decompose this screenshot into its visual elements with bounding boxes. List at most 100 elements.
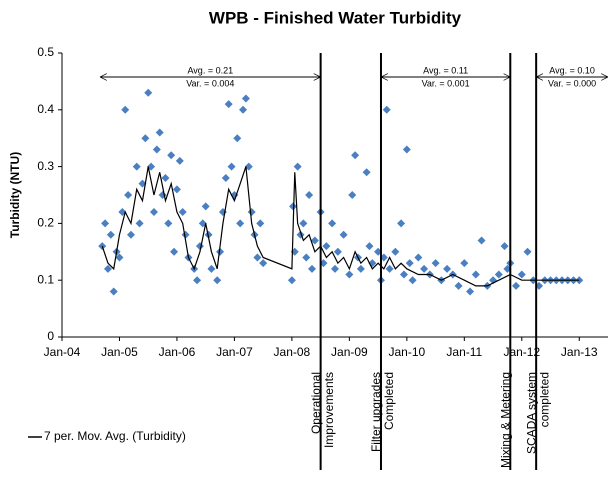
- legend-label: 7 per. Mov. Avg. (Turbidity): [44, 429, 186, 443]
- scatter-point: [253, 253, 262, 262]
- x-tick-label: Jan-09: [331, 345, 368, 359]
- scatter-point: [193, 276, 202, 285]
- scatter-point: [460, 259, 469, 268]
- scatter-point: [167, 151, 176, 160]
- event-label: SCADA system: [524, 372, 538, 454]
- scatter-point: [152, 145, 161, 154]
- chart-title: WPB - Finished Water Turbidity: [209, 8, 462, 27]
- y-tick-label: 0.4: [37, 102, 54, 116]
- scatter-point: [356, 264, 365, 273]
- period-average: Avg. = 0.10: [549, 65, 595, 75]
- y-axis-label: Turbidity (NTU): [8, 152, 22, 238]
- scatter-point: [310, 236, 319, 245]
- event-label: Completed: [382, 372, 396, 430]
- scatter-point: [331, 264, 339, 273]
- scatter-point: [175, 156, 184, 165]
- scatter-point: [397, 219, 406, 228]
- scatter-point: [101, 219, 110, 228]
- moving-average-line: [101, 166, 580, 287]
- scatter-point: [365, 242, 374, 251]
- scatter-point: [259, 259, 268, 268]
- scatter-point: [213, 276, 222, 285]
- scatter-point: [247, 208, 256, 217]
- scatter-point: [471, 270, 480, 279]
- scatter-point: [256, 219, 265, 228]
- scatter-point: [155, 128, 164, 137]
- scatter-point: [477, 236, 486, 245]
- scatter-point: [239, 105, 248, 114]
- scatter-point: [405, 259, 414, 268]
- scatter-point: [201, 202, 210, 211]
- scatter-point: [126, 230, 135, 239]
- scatter-point: [124, 191, 133, 199]
- scatter-point: [466, 287, 475, 296]
- scatter-point: [399, 270, 408, 279]
- scatter-point: [299, 219, 308, 228]
- scatter-point: [144, 88, 153, 97]
- scatter-point: [236, 219, 245, 228]
- scatter-point: [512, 281, 521, 290]
- scatter-point: [241, 94, 250, 103]
- period-average: Avg. = 0.11: [423, 65, 468, 75]
- event-label: completed: [537, 372, 551, 427]
- scatter-point: [293, 162, 302, 171]
- x-tick-label: Jan-13: [561, 345, 598, 359]
- scatter-point: [233, 134, 242, 143]
- period-average: Avg. = 0.21: [187, 65, 233, 75]
- scatter-point: [351, 151, 360, 160]
- scatter-point: [322, 242, 331, 251]
- scatter-point: [178, 208, 187, 217]
- scatter-point: [289, 202, 298, 211]
- scatter-point: [149, 208, 158, 217]
- scatter-point: [328, 219, 337, 228]
- scatter-point: [333, 247, 342, 256]
- x-tick-label: Jan-05: [101, 345, 138, 359]
- scatter-point: [207, 264, 216, 273]
- scatter-point: [494, 270, 503, 279]
- event-label: Operational: [309, 372, 323, 434]
- period-variance: Var. = 0.000: [548, 78, 596, 88]
- x-tick-label: Jan-10: [388, 345, 425, 359]
- scatter-point: [339, 230, 348, 239]
- period-variance: Var. = 0.001: [422, 78, 470, 88]
- scatter-point: [135, 219, 144, 228]
- event-label: Mixing & Metering: [498, 372, 512, 468]
- scatter-point: [106, 230, 115, 239]
- y-tick-label: 0.3: [37, 159, 54, 173]
- event-label: Filter upgrades: [369, 372, 383, 452]
- scatter-point: [348, 191, 357, 199]
- scatter-point: [431, 259, 440, 268]
- scatter-point: [103, 264, 112, 273]
- y-tick-label: 0.1: [37, 272, 54, 286]
- scatter-point: [345, 270, 354, 279]
- scatter-point: [287, 276, 296, 285]
- scatter-point: [164, 219, 173, 228]
- scatter-point: [224, 100, 233, 109]
- scatter-point: [221, 173, 230, 182]
- scatter-point: [305, 191, 314, 199]
- scatter-point: [517, 270, 526, 279]
- scatter-point: [121, 105, 130, 114]
- scatter-point: [109, 287, 118, 296]
- scatter-point: [500, 242, 509, 251]
- y-tick-label: 0: [47, 329, 54, 343]
- scatter-point: [308, 264, 317, 273]
- x-tick-label: Jan-08: [274, 345, 311, 359]
- scatter-point: [391, 247, 400, 256]
- scatter-point: [408, 276, 417, 285]
- scatter-point: [402, 145, 411, 154]
- scatter-point: [172, 185, 181, 194]
- scatter-point: [161, 173, 170, 182]
- scatter-point: [420, 264, 429, 273]
- y-tick-label: 0.2: [37, 216, 54, 230]
- x-tick-label: Jan-07: [216, 345, 253, 359]
- scatter-point: [523, 247, 532, 256]
- scatter-point: [382, 105, 391, 114]
- scatter-point: [385, 264, 394, 273]
- x-tick-label: Jan-11: [446, 345, 482, 359]
- scatter-point: [216, 247, 225, 256]
- x-tick-label: Jan-06: [159, 345, 196, 359]
- scatter-point: [454, 281, 463, 290]
- scatter-point: [244, 162, 253, 171]
